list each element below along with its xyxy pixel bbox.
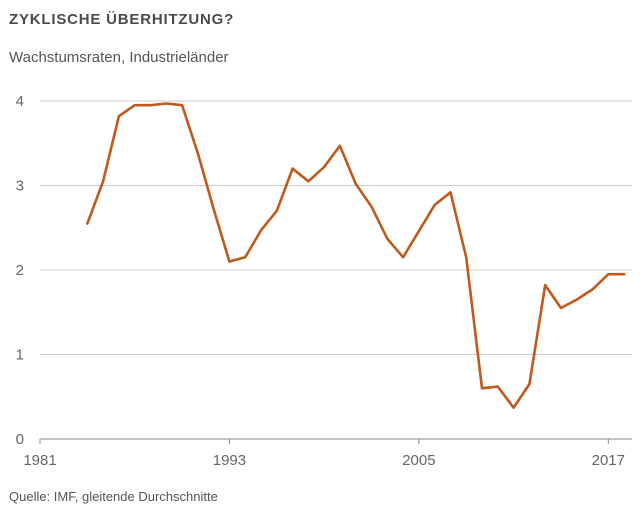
y-tick-label: 1: [16, 347, 24, 364]
y-tick-label: 4: [16, 93, 24, 110]
y-tick-labels: 0 1 2 3 4: [16, 93, 24, 448]
x-tick-label: 1981: [23, 452, 56, 469]
chart-subtitle: Wachstumsraten, Industrieländer: [9, 49, 229, 66]
series-line-0: [86, 102, 626, 410]
source-note: Quelle: IMF, gleitende Durchschnitte: [9, 489, 218, 504]
series-layer: [86, 102, 626, 410]
gridlines: [40, 100, 632, 355]
y-tick-label: 2: [16, 262, 24, 279]
chart-title: ZYKLISCHE ÜBERHITZUNG?: [9, 11, 235, 28]
x-axis: [39, 438, 632, 444]
x-tick-label: 2017: [592, 452, 625, 469]
x-tick-label: 2005: [402, 452, 435, 469]
x-tick-label: 1993: [213, 452, 246, 469]
y-tick-label: 0: [16, 431, 24, 448]
x-tick-labels: 1981 1993 2005 2017: [23, 452, 625, 469]
y-tick-label: 3: [16, 178, 24, 195]
